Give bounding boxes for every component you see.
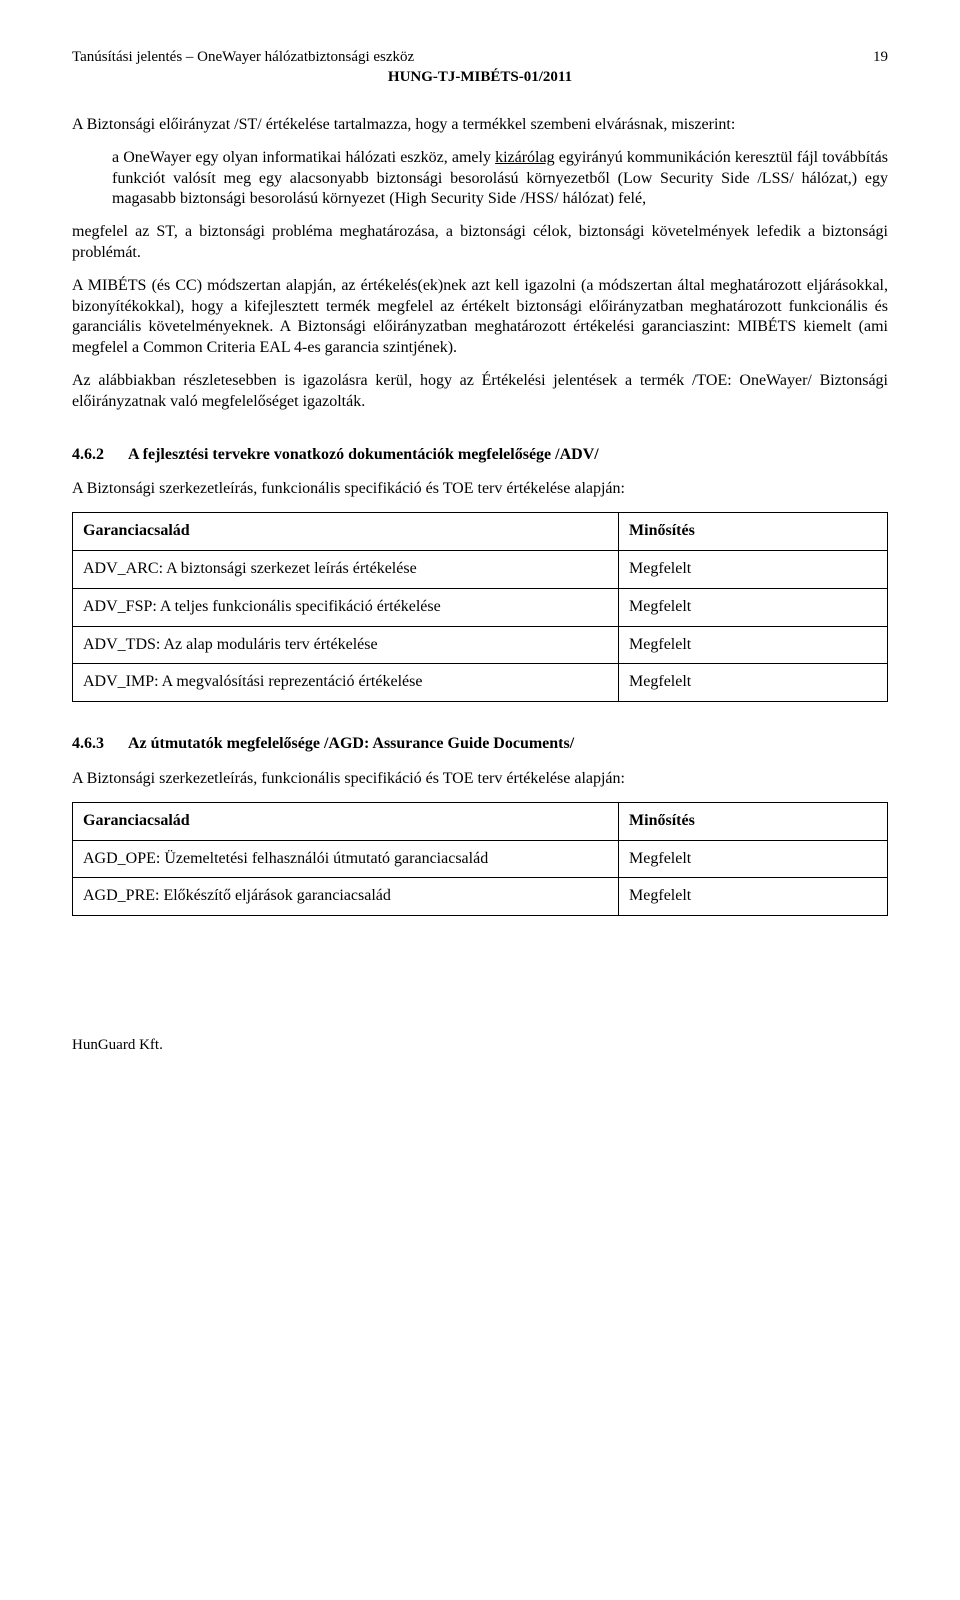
table-cell-result: Megfelelt [619,550,888,588]
table-row: Garanciacsalád Minősítés [73,513,888,551]
header-sub: HUNG-TJ-MIBÉTS-01/2011 [72,68,888,88]
table-row: ADV_ARC: A biztonsági szerkezet leírás é… [73,550,888,588]
table-cell-result: Megfelelt [619,664,888,702]
header-title: Tanúsítási jelentés – OneWayer hálózatbi… [72,48,414,68]
table-cell-label: ADV_IMP: A megvalósítási reprezentáció é… [73,664,619,702]
table-row: AGD_PRE: Előkészítő eljárások garanciacs… [73,878,888,916]
table-row: ADV_IMP: A megvalósítási reprezentáció é… [73,664,888,702]
section-463-heading: 4.6.3 Az útmutatók megfelelősége /AGD: A… [72,734,888,755]
section-462-heading: 4.6.2 A fejlesztési tervekre vonatkozó d… [72,445,888,466]
table-462: Garanciacsalád Minősítés ADV_ARC: A bizt… [72,512,888,702]
section-462-title: A fejlesztési tervekre vonatkozó dokumen… [128,445,599,466]
paragraph-2: megfelel az ST, a biztonsági probléma me… [72,222,888,264]
section-462-intro: A Biztonsági szerkezetleírás, funkcionál… [72,479,888,500]
indent-block: a OneWayer egy olyan informatikai hálóza… [112,148,888,210]
paragraph-3: A MIBÉTS (és CC) módszertan alapján, az … [72,276,888,359]
section-463-intro: A Biztonsági szerkezetleírás, funkcionál… [72,769,888,790]
table-header-col1: Garanciacsalád [73,802,619,840]
section-463-num: 4.6.3 [72,734,104,755]
header-line: Tanúsítási jelentés – OneWayer hálózatbi… [72,48,888,68]
table-cell-label: AGD_PRE: Előkészítő eljárások garanciacs… [73,878,619,916]
section-462-num: 4.6.2 [72,445,104,466]
footer-text: HunGuard Kft. [72,1036,888,1056]
table-cell-result: Megfelelt [619,840,888,878]
table-cell-result: Megfelelt [619,878,888,916]
indent-pre: a OneWayer egy olyan informatikai hálóza… [112,149,495,166]
table-cell-result: Megfelelt [619,626,888,664]
table-cell-label: ADV_ARC: A biztonsági szerkezet leírás é… [73,550,619,588]
page-number: 19 [873,48,888,68]
table-row: Garanciacsalád Minősítés [73,802,888,840]
table-cell-label: ADV_TDS: Az alap moduláris terv értékelé… [73,626,619,664]
section-463-title: Az útmutatók megfelelősége /AGD: Assuran… [128,734,574,755]
intro-paragraph: A Biztonsági előirányzat /ST/ értékelése… [72,115,888,136]
table-row: ADV_FSP: A teljes funkcionális specifiká… [73,588,888,626]
table-header-col2: Minősítés [619,802,888,840]
table-header-col2: Minősítés [619,513,888,551]
table-header-col1: Garanciacsalád [73,513,619,551]
table-row: AGD_OPE: Üzemeltetési felhasználói útmut… [73,840,888,878]
table-cell-label: ADV_FSP: A teljes funkcionális specifiká… [73,588,619,626]
table-cell-label: AGD_OPE: Üzemeltetési felhasználói útmut… [73,840,619,878]
indent-underlined: kizárólag [495,149,555,166]
table-cell-result: Megfelelt [619,588,888,626]
table-463: Garanciacsalád Minősítés AGD_OPE: Üzemel… [72,802,888,916]
paragraph-4: Az alábbiakban részletesebben is igazolá… [72,371,888,413]
table-row: ADV_TDS: Az alap moduláris terv értékelé… [73,626,888,664]
